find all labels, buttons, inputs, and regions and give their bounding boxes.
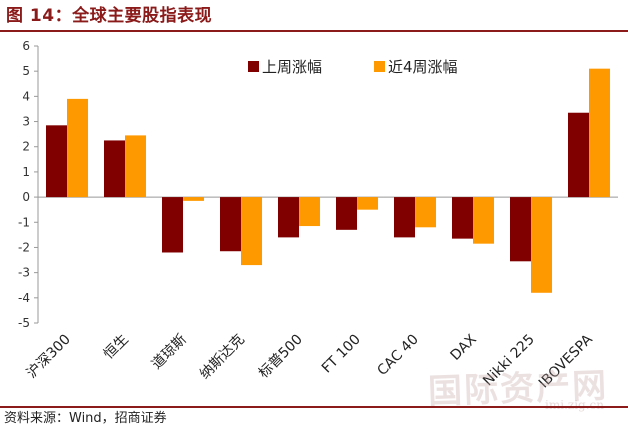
bar-4week — [473, 197, 494, 244]
y-tick-label: 3 — [22, 115, 30, 129]
bar-4week — [183, 197, 204, 201]
bars-layer — [46, 68, 610, 293]
y-tick-label: 5 — [22, 64, 30, 78]
bar-week — [162, 197, 183, 253]
bar-week — [220, 197, 241, 252]
x-tick-label: 标普500 — [256, 332, 306, 382]
y-tick-label: 0 — [22, 190, 30, 204]
x-tick-label: CAC 40 — [374, 332, 421, 379]
y-tick-label: -3 — [18, 266, 30, 280]
y-tick-label: 6 — [22, 39, 30, 53]
y-tick-label: -5 — [18, 316, 30, 330]
bar-4week — [125, 135, 146, 198]
x-tick-label: 恒生 — [101, 332, 132, 363]
source-note: 资料来源：Wind，招商证券 — [4, 411, 167, 426]
watermark-url: imi.zig.cn — [545, 398, 604, 412]
bar-4week — [357, 197, 378, 210]
bar-week — [104, 140, 125, 198]
bar-4week — [589, 68, 610, 198]
legend-swatch-4week — [374, 61, 385, 72]
bar-week — [46, 125, 67, 198]
legend-label-week: 上周涨幅 — [262, 58, 322, 76]
y-tick-label: 1 — [22, 165, 30, 179]
bar-week — [336, 197, 357, 230]
bar-4week — [415, 197, 436, 228]
bar-week — [278, 197, 299, 238]
x-tick-label: 沪深300 — [24, 332, 74, 382]
bar-4week — [67, 98, 88, 198]
y-tick-label: -2 — [18, 240, 30, 254]
y-tick-label: -1 — [18, 215, 30, 229]
x-tick-label: 纳斯达克 — [197, 332, 248, 383]
axis-layer: 6 5 4 3 2 1 0 -1 -2 -3 -4 -5 — [18, 39, 618, 330]
x-tick-label: FT 100 — [319, 332, 364, 377]
bar-week — [568, 112, 589, 198]
bar-4week — [241, 197, 262, 266]
bar-4week — [299, 197, 320, 227]
bar-chart: 6 5 4 3 2 1 0 -1 -2 -3 -4 -5 沪深300 恒生 道琼斯 纳斯达克 标普500 FT … — [18, 39, 618, 391]
bar-week — [452, 197, 473, 239]
chart-title: 图 14：全球主要股指表现 — [6, 6, 213, 26]
legend-label-4week: 近4周涨幅 — [388, 58, 458, 76]
x-tick-label: 道琼斯 — [149, 332, 190, 373]
footer-divider — [0, 406, 628, 408]
legend: 上周涨幅 近4周涨幅 — [248, 58, 458, 76]
y-tick-label: 4 — [22, 89, 30, 103]
x-tick-label: DAX — [448, 331, 481, 364]
bar-4week — [531, 197, 552, 293]
y-tick-label: -4 — [18, 291, 30, 305]
title-divider — [0, 30, 628, 32]
legend-swatch-week — [248, 61, 259, 72]
y-tick-label: 2 — [22, 140, 30, 154]
bar-week — [510, 197, 531, 262]
bar-week — [394, 197, 415, 238]
